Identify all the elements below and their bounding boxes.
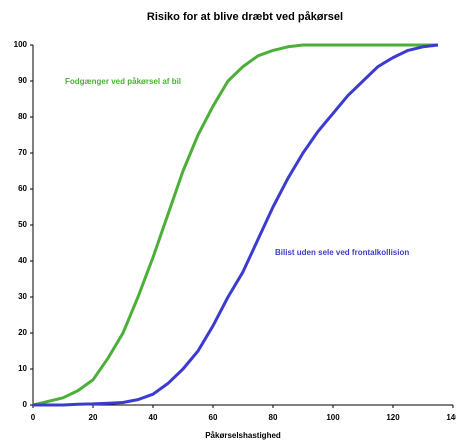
y-tick-label: 30 (18, 292, 27, 301)
y-tick-label: 20 (18, 328, 27, 337)
series-line (33, 43, 439, 407)
x-tick-label: 40 (149, 413, 158, 422)
x-tick-label: 140 (446, 413, 456, 422)
x-tick-label: 60 (209, 413, 218, 422)
x-tick-label: 20 (89, 413, 98, 422)
chart-title: Risiko for at blive dræbt ved påkørsel (147, 11, 343, 23)
y-tick-label: 10 (18, 364, 27, 373)
annotation: Bilist uden sele ved frontalkollision (275, 248, 409, 257)
annotation: Fodgænger ved påkørsel af bil (65, 77, 181, 86)
y-tick-label: 40 (18, 256, 27, 265)
y-tick-label: 50 (18, 220, 27, 229)
x-tick-label: 0 (31, 413, 36, 422)
x-tick-label: 100 (326, 413, 340, 422)
y-tick-label: 100 (14, 40, 28, 49)
y-tick-label: 80 (18, 112, 27, 121)
y-tick-label: 0 (23, 400, 28, 409)
x-tick-label: 120 (386, 413, 400, 422)
x-axis-label: Påkørselshastighed (205, 431, 281, 440)
x-tick-label: 80 (269, 413, 278, 422)
series-line (32, 43, 438, 407)
y-tick-label: 70 (18, 148, 27, 157)
y-tick-label: 60 (18, 184, 27, 193)
y-tick-label: 90 (18, 76, 27, 85)
